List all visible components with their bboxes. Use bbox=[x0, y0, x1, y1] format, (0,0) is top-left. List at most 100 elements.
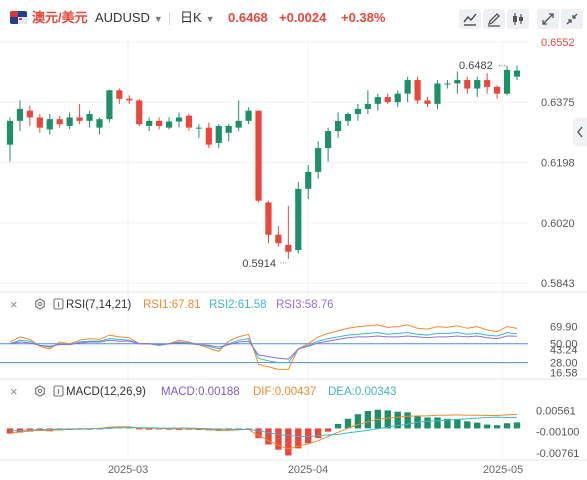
candle-body bbox=[265, 202, 272, 235]
fullscreen-button[interactable] bbox=[537, 9, 559, 29]
divider bbox=[169, 12, 170, 25]
candle-body bbox=[26, 110, 33, 118]
rsi-line-1 bbox=[9, 324, 518, 370]
bar-chart-icon bbox=[463, 13, 477, 26]
candle-body bbox=[494, 86, 501, 94]
candle-body bbox=[315, 148, 322, 172]
rsi-line-3 bbox=[9, 335, 518, 360]
candle-body bbox=[464, 80, 471, 89]
low-price-label: 0.5914 bbox=[242, 258, 276, 270]
candle-body bbox=[245, 110, 252, 121]
candle-body bbox=[16, 108, 24, 121]
price-tick-label: 0.5843 bbox=[541, 278, 575, 290]
symbol-label: AUDUSD bbox=[95, 10, 150, 25]
price-tick-label: 0.6375 bbox=[541, 97, 575, 109]
close-icon[interactable]: × bbox=[10, 384, 18, 399]
macd-histogram-bar bbox=[96, 428, 103, 430]
rsi3-legend: RSI3:58.76 bbox=[276, 299, 334, 311]
candle-body bbox=[106, 90, 113, 120]
price-tick-label: 0.6198 bbox=[541, 157, 575, 169]
macd-histogram-bar bbox=[354, 414, 362, 429]
macd-histogram-bar bbox=[155, 428, 163, 430]
macd-histogram-bar bbox=[474, 422, 481, 429]
period-label: 日K bbox=[180, 10, 202, 25]
candle-body bbox=[165, 121, 173, 128]
candle-body bbox=[364, 103, 371, 109]
macd-histogram-bar bbox=[324, 428, 332, 432]
macd-histogram-bar bbox=[145, 428, 153, 430]
rsi-tick-label: 50.00 bbox=[550, 339, 578, 351]
settings-button[interactable] bbox=[34, 298, 46, 314]
candle-body bbox=[96, 119, 103, 128]
dif-name: DIF bbox=[253, 386, 272, 398]
high-price-label: 0.6482 bbox=[459, 60, 493, 72]
candle-type-button[interactable] bbox=[507, 9, 529, 29]
candle-body bbox=[56, 119, 63, 125]
australia-flag-icon bbox=[10, 11, 27, 24]
macd-histogram-bar bbox=[285, 428, 292, 456]
close-icon[interactable]: × bbox=[10, 297, 18, 312]
last-price: 0.6468 bbox=[228, 10, 268, 25]
macd-histogram-bar bbox=[384, 410, 391, 429]
side-panel-toggle[interactable] bbox=[573, 118, 587, 146]
price-tick-label: 0.6552 bbox=[541, 37, 575, 49]
candlestick-series bbox=[6, 65, 521, 259]
macd-tick-label: 0.00561 bbox=[536, 405, 576, 417]
candle-body bbox=[146, 120, 153, 126]
indicator-button[interactable] bbox=[459, 9, 481, 29]
settings-button[interactable] bbox=[34, 385, 46, 401]
price-change: +0.0024 bbox=[279, 10, 327, 25]
candle-body bbox=[6, 120, 14, 145]
macd-histogram-bar bbox=[424, 417, 431, 429]
candle-body bbox=[126, 98, 133, 101]
candle-body bbox=[474, 80, 481, 89]
candle-body bbox=[374, 97, 381, 104]
rsi3-value: 58.76 bbox=[304, 299, 334, 311]
candlestick-icon bbox=[513, 13, 523, 25]
candle-body bbox=[384, 97, 391, 103]
collapse-button[interactable] bbox=[561, 9, 583, 29]
period-selector[interactable]: 日K ▼ bbox=[180, 10, 215, 27]
macd-histogram-bar bbox=[275, 428, 282, 450]
macd-histogram-bar bbox=[364, 411, 372, 429]
pencil-icon bbox=[487, 13, 500, 27]
rsi-tick-label: 43.24 bbox=[550, 345, 578, 357]
time-axis-label: 2025-03 bbox=[108, 464, 148, 476]
macd-histogram-bar bbox=[503, 423, 511, 429]
price-change-percent: +0.38% bbox=[341, 10, 386, 25]
symbol-selector[interactable]: AUDUSD ▼ bbox=[95, 10, 163, 27]
info-icon[interactable] bbox=[53, 385, 64, 401]
candle-body bbox=[344, 114, 352, 121]
macd-tick-label: -0.00761 bbox=[536, 448, 579, 460]
candle-body bbox=[136, 100, 143, 125]
macd-histogram-bar bbox=[215, 428, 222, 431]
candle-body bbox=[36, 117, 43, 128]
info-icon[interactable] bbox=[53, 298, 64, 314]
macd-histogram-bar bbox=[175, 428, 183, 431]
draw-button[interactable] bbox=[483, 9, 505, 29]
macd-histogram-bar bbox=[434, 417, 441, 429]
pair-name: 澳元/美元 bbox=[32, 10, 88, 25]
macd-histogram-bar bbox=[265, 428, 272, 445]
macd-histogram-bar bbox=[464, 421, 471, 429]
gear-icon bbox=[35, 385, 45, 397]
candle-body bbox=[275, 234, 282, 244]
macd-legend: MACD:0.00188 bbox=[161, 386, 240, 398]
candle-body bbox=[414, 80, 421, 101]
macd-histogram-bar bbox=[334, 423, 342, 429]
candle-body bbox=[215, 125, 222, 143]
macd-histogram-bar bbox=[483, 424, 491, 429]
candle-body bbox=[325, 131, 332, 149]
rsi-tick-label: 28.00 bbox=[550, 358, 578, 370]
candle-body bbox=[86, 114, 93, 121]
macd-histogram-bar bbox=[136, 428, 143, 430]
candle-body bbox=[305, 171, 312, 189]
macd-tick-label: -0.00100 bbox=[536, 427, 579, 439]
time-axis-label: 2025-05 bbox=[483, 464, 523, 476]
candle-body bbox=[513, 70, 521, 77]
candle-body bbox=[484, 80, 491, 87]
dea-name: DEA bbox=[328, 386, 352, 398]
chevron-down-icon: ▼ bbox=[153, 14, 163, 24]
